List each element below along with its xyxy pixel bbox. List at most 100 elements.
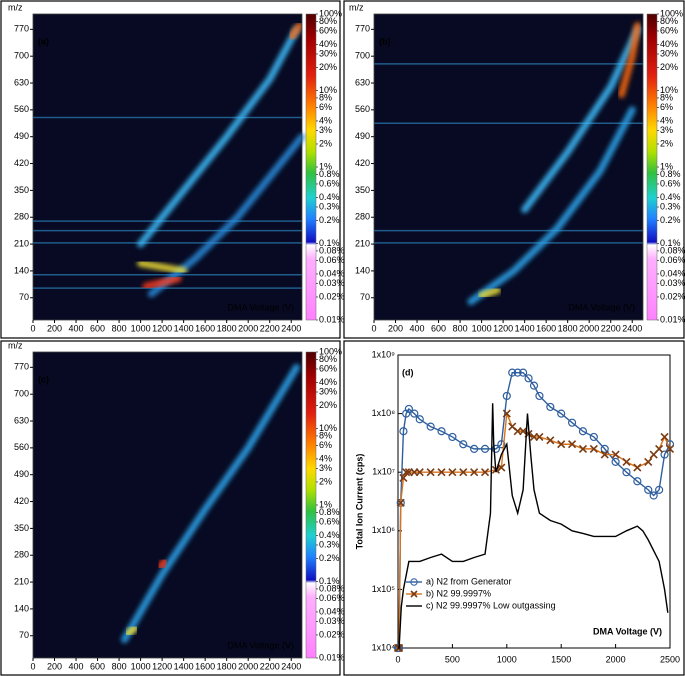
colorbar-tick-label: 0.4% bbox=[319, 530, 340, 540]
heatmap-background bbox=[374, 14, 643, 320]
marker bbox=[404, 404, 413, 414]
colorbar-tick-label: 60% bbox=[660, 25, 678, 35]
marker bbox=[567, 418, 577, 427]
x-tick-label: 400 bbox=[69, 661, 84, 671]
marker bbox=[622, 457, 631, 466]
colorbar-tick-label: 6% bbox=[660, 102, 673, 112]
plot-border bbox=[32, 13, 303, 321]
marker bbox=[502, 391, 511, 401]
y-tick-label: 1x10⁷ bbox=[372, 467, 395, 477]
colorbar-tick-label: 4% bbox=[319, 115, 332, 125]
colorbar bbox=[646, 13, 658, 321]
x-tick-label: 2200 bbox=[260, 323, 280, 333]
marker bbox=[470, 444, 479, 453]
marker bbox=[415, 468, 424, 477]
marker bbox=[448, 432, 457, 442]
x-tick-label: 800 bbox=[112, 661, 127, 671]
marker bbox=[426, 422, 435, 431]
intensity-ridge bbox=[156, 557, 169, 571]
colorbar-tick-label: 0.6% bbox=[660, 178, 681, 188]
marker bbox=[402, 468, 411, 477]
y-tick-label: 210 bbox=[355, 238, 370, 248]
colorbar-tick-label: 0.02% bbox=[319, 291, 345, 301]
colorbar-tick-label: 8% bbox=[660, 92, 673, 102]
marker bbox=[633, 477, 642, 486]
colorbar-tick-label: 0.06% bbox=[319, 255, 345, 265]
series-line bbox=[398, 403, 669, 649]
marker bbox=[644, 457, 653, 466]
y-tick-label: 490 bbox=[355, 131, 370, 141]
y-tick-label: 1x10⁹ bbox=[372, 349, 396, 359]
colorbar-tick-label: 80% bbox=[660, 16, 678, 26]
colorbar-tick-label: 0.2% bbox=[319, 215, 340, 225]
colorbar-tick-label: 0.1% bbox=[319, 576, 340, 586]
intensity-ridge bbox=[617, 22, 642, 99]
colorbar-tick-label: 100% bbox=[319, 8, 342, 18]
marker bbox=[399, 427, 408, 436]
legend-label: b) N2 99.9997% bbox=[426, 588, 491, 598]
marker bbox=[535, 432, 544, 441]
colorbar-tick-label: 30% bbox=[660, 48, 678, 58]
marker bbox=[578, 444, 588, 453]
colorbar-tick-label: 0.04% bbox=[319, 268, 345, 278]
colorbar-tick-label: 40% bbox=[319, 39, 337, 49]
colorbar-tick-label: 3% bbox=[660, 125, 673, 135]
marker bbox=[633, 463, 642, 472]
y-tick-label: 350 bbox=[355, 185, 370, 195]
colorbar-tick-label: 0.08% bbox=[319, 245, 345, 255]
plot-border bbox=[373, 13, 644, 321]
colorbar-tick-label: 10% bbox=[319, 85, 337, 95]
x-tick-label: 2000 bbox=[579, 323, 599, 333]
colorbar-tick-label: 0.01% bbox=[319, 314, 345, 324]
intensity-ridge bbox=[478, 286, 502, 300]
marker bbox=[396, 498, 405, 507]
y-tick-label: 1x10⁵ bbox=[372, 584, 396, 594]
y-tick-label: 560 bbox=[14, 104, 29, 114]
marker bbox=[459, 468, 468, 477]
colorbar-tick-label: 40% bbox=[660, 39, 678, 49]
y-tick-label: 350 bbox=[14, 523, 29, 533]
colorbar-tick-label: 0.04% bbox=[660, 268, 685, 278]
colorbar-tick-label: 6% bbox=[319, 440, 332, 450]
x-tick-label: 2500 bbox=[660, 654, 680, 664]
x-tick-label: 1400 bbox=[515, 323, 535, 333]
x-tick-label: 1600 bbox=[195, 323, 215, 333]
legend-label: a) N2 from Generator bbox=[426, 576, 512, 586]
intensity-ridge bbox=[137, 259, 188, 275]
colorbar-tick-label: 0.02% bbox=[660, 291, 685, 301]
y-tick-label: 1x10⁸ bbox=[372, 408, 396, 418]
colorbar-tick-label: 6% bbox=[319, 102, 332, 112]
marker bbox=[502, 409, 511, 418]
y-tick-label: 140 bbox=[355, 265, 370, 275]
marker bbox=[557, 409, 566, 418]
colorbar-tick-label: 0.08% bbox=[660, 245, 685, 255]
x-tick-label: 2000 bbox=[238, 661, 258, 671]
x-tick-label: 2200 bbox=[601, 323, 621, 333]
y-tick-label: 490 bbox=[14, 469, 29, 479]
colorbar-tick-label: 40% bbox=[319, 377, 337, 387]
y-axis-label: m/z bbox=[8, 340, 23, 350]
colorbar-tick-label: 0.08% bbox=[319, 583, 345, 593]
x-tick-label: 2000 bbox=[238, 323, 258, 333]
y-tick-label: 700 bbox=[14, 389, 29, 399]
marker bbox=[535, 391, 544, 401]
marker bbox=[497, 440, 506, 449]
marker bbox=[410, 409, 419, 418]
y-axis-label: m/z bbox=[8, 2, 23, 12]
x-tick-label: 1400 bbox=[174, 661, 194, 671]
x-tick-label: 2200 bbox=[260, 661, 280, 671]
colorbar-tick-label: 3% bbox=[319, 463, 332, 473]
marker bbox=[508, 368, 517, 377]
marker bbox=[557, 440, 566, 449]
marker bbox=[519, 368, 528, 377]
colorbar-tick-label: 0.03% bbox=[319, 616, 345, 626]
marker bbox=[660, 450, 669, 459]
x-tick-label: 1200 bbox=[493, 323, 513, 333]
x-tick-label: 600 bbox=[431, 323, 446, 333]
y-tick-label: 1x10⁶ bbox=[372, 525, 396, 535]
x-tick-label: 1800 bbox=[217, 323, 237, 333]
colorbar-tick-label: 10% bbox=[660, 85, 678, 95]
colorbar-tick-label: 30% bbox=[319, 48, 337, 58]
colorbar-tick-label: 0.8% bbox=[660, 169, 681, 179]
marker bbox=[546, 402, 555, 412]
